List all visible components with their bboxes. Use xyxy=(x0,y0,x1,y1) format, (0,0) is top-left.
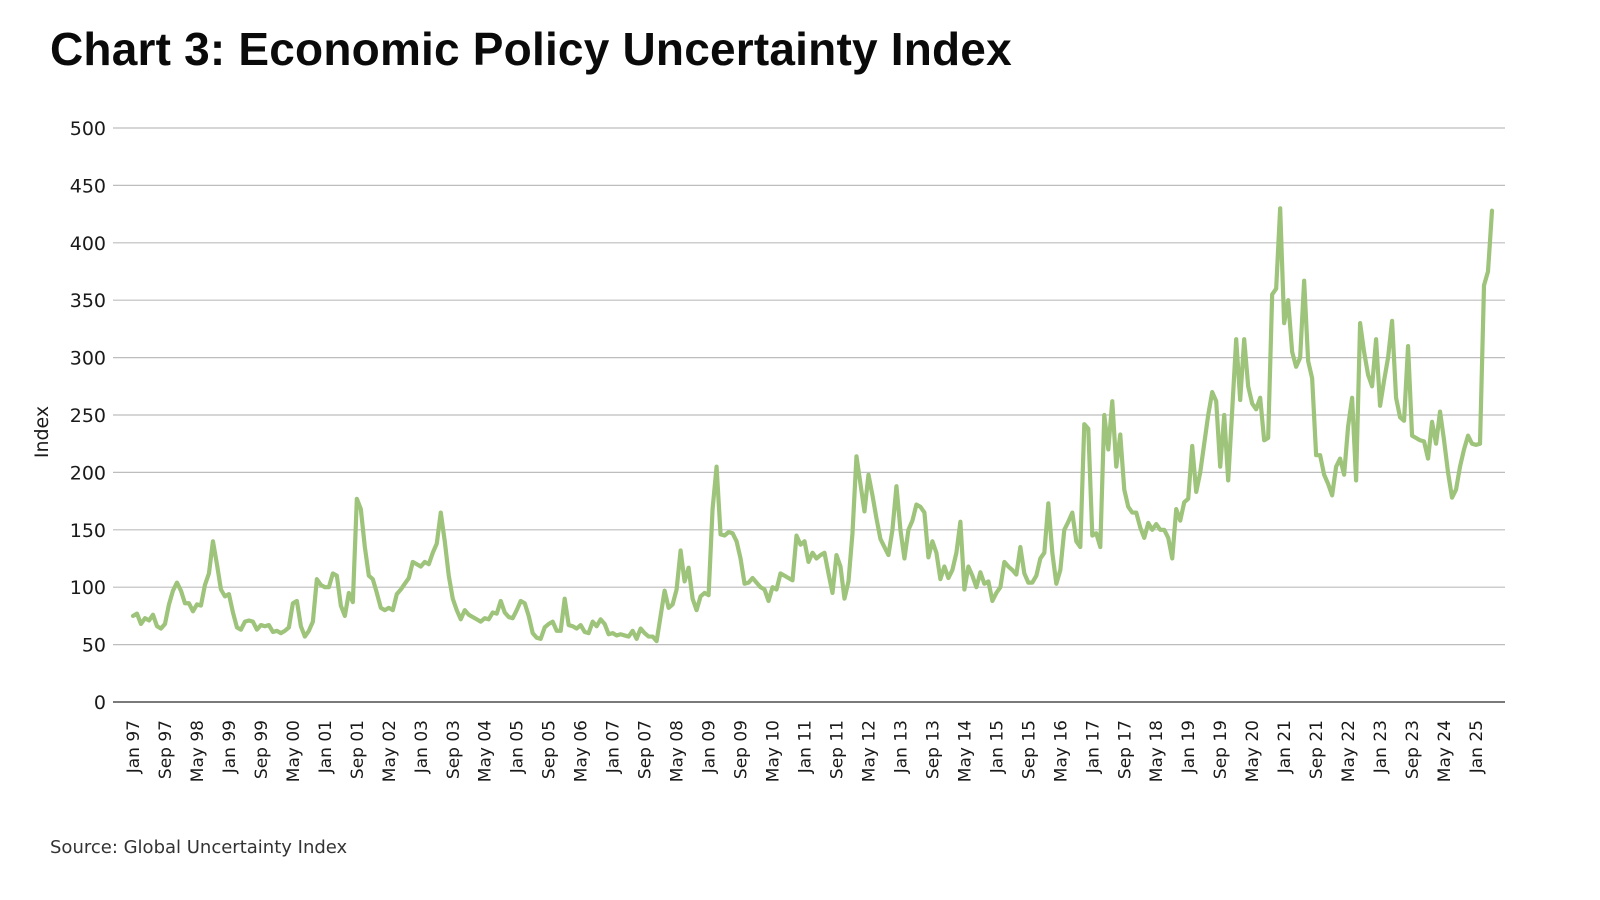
x-tick-label: Jan 11 xyxy=(796,720,816,774)
x-tick-label: Jan 23 xyxy=(1371,720,1391,774)
x-tick-label: May 06 xyxy=(572,720,592,782)
x-tick-label: Sep 19 xyxy=(1211,720,1231,779)
x-axis-ticks: Jan 97 Sep 97 May 98 Jan 99 Sep 99 May 00 Jan … xyxy=(124,720,1487,782)
x-tick-label: Sep 23 xyxy=(1403,720,1423,779)
x-tick-label: Jan 97 xyxy=(124,720,144,774)
x-tick-label: May 02 xyxy=(380,720,400,782)
x-tick-label: Sep 05 xyxy=(540,720,560,779)
x-tick-label: Jan 01 xyxy=(316,720,336,774)
x-tick-label: Jan 17 xyxy=(1083,720,1103,774)
x-tick-label: Jan 15 xyxy=(987,720,1007,774)
x-tick-label: Jan 03 xyxy=(412,720,432,774)
x-tick-label: Sep 03 xyxy=(444,720,464,779)
x-tick-label: May 04 xyxy=(476,720,496,782)
y-axis-label: Index xyxy=(31,406,53,458)
x-tick-label: Jan 19 xyxy=(1179,720,1199,774)
x-tick-label: Jan 99 xyxy=(220,720,240,774)
x-tick-label: May 24 xyxy=(1435,720,1455,782)
x-tick-label: May 16 xyxy=(1051,720,1071,782)
x-tick-label: May 98 xyxy=(188,720,208,782)
x-tick-label: Sep 97 xyxy=(156,720,176,779)
x-tick-label: May 14 xyxy=(955,720,975,782)
x-tick-label: Sep 09 xyxy=(732,720,752,779)
x-tick-label: Sep 99 xyxy=(252,720,272,779)
x-tick-label: Sep 07 xyxy=(636,720,656,779)
x-tick-label: May 18 xyxy=(1147,720,1167,782)
y-tick-label: 300 xyxy=(70,348,106,370)
x-tick-label: Sep 17 xyxy=(1115,720,1135,779)
y-tick-label: 250 xyxy=(70,405,106,427)
y-tick-label: 450 xyxy=(70,175,106,197)
y-axis-ticks: 0 50 100 150 200 250 300 350 400 450 500 xyxy=(70,118,106,714)
x-tick-label: May 00 xyxy=(284,720,304,782)
y-tick-label: 0 xyxy=(94,692,106,714)
x-tick-label: Sep 11 xyxy=(827,720,847,779)
x-tick-label: May 22 xyxy=(1339,720,1359,782)
series-line-economic-policy-uncertainty xyxy=(130,206,1495,644)
y-tick-label: 100 xyxy=(70,577,106,599)
x-tick-label: May 20 xyxy=(1243,720,1263,782)
x-tick-label: Sep 15 xyxy=(1019,720,1039,779)
x-tick-label: Jan 25 xyxy=(1467,720,1487,774)
x-tick-label: Sep 21 xyxy=(1307,720,1327,779)
y-tick-label: 50 xyxy=(82,635,106,657)
x-tick-label: Sep 01 xyxy=(348,720,368,779)
y-tick-label: 400 xyxy=(70,233,106,255)
y-tick-label: 200 xyxy=(70,462,106,484)
gridlines xyxy=(113,127,1505,646)
x-tick-label: Jan 21 xyxy=(1275,720,1295,774)
x-tick-label: Jan 09 xyxy=(700,720,720,774)
x-tick-label: Sep 13 xyxy=(923,720,943,779)
x-tick-label: Jan 05 xyxy=(508,720,528,774)
chart-title: Chart 3: Economic Policy Uncertainty Ind… xyxy=(50,23,1012,75)
x-tick-label: Jan 07 xyxy=(604,720,624,774)
y-tick-label: 150 xyxy=(70,520,106,542)
x-tick-label: May 12 xyxy=(859,720,879,782)
x-tick-label: May 10 xyxy=(764,720,784,782)
x-tick-label: Jan 13 xyxy=(891,720,911,774)
source-note: Source: Global Uncertainty Index xyxy=(50,837,348,858)
y-tick-label: 500 xyxy=(70,118,106,140)
y-tick-label: 350 xyxy=(70,290,106,312)
x-tick-label: May 08 xyxy=(668,720,688,782)
